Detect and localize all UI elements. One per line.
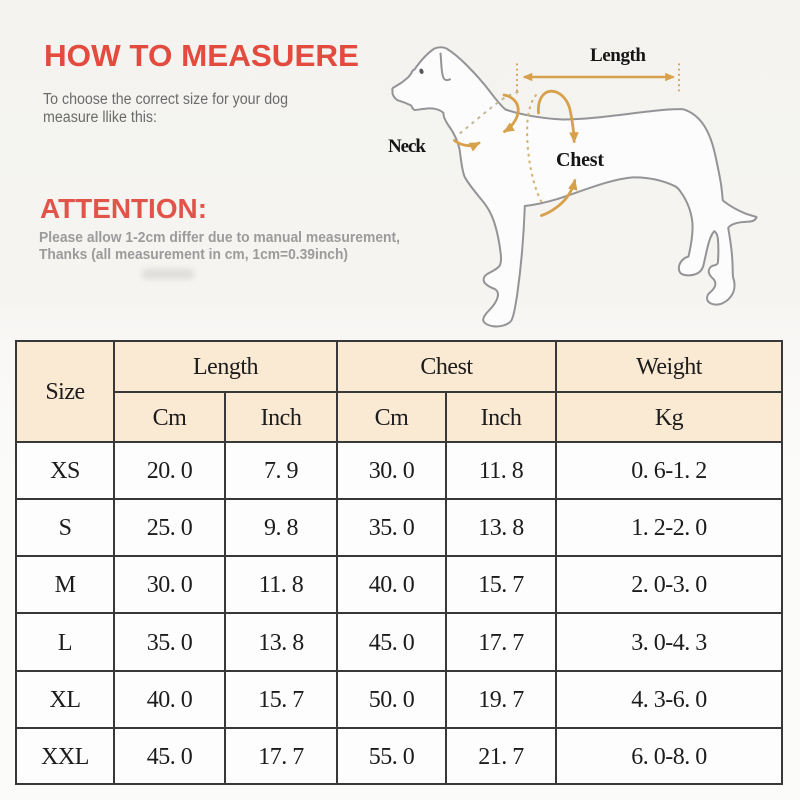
svg-text:Chest: Chest [556, 149, 604, 171]
svg-text:Neck: Neck [388, 136, 426, 157]
svg-text:Length: Length [590, 45, 646, 66]
